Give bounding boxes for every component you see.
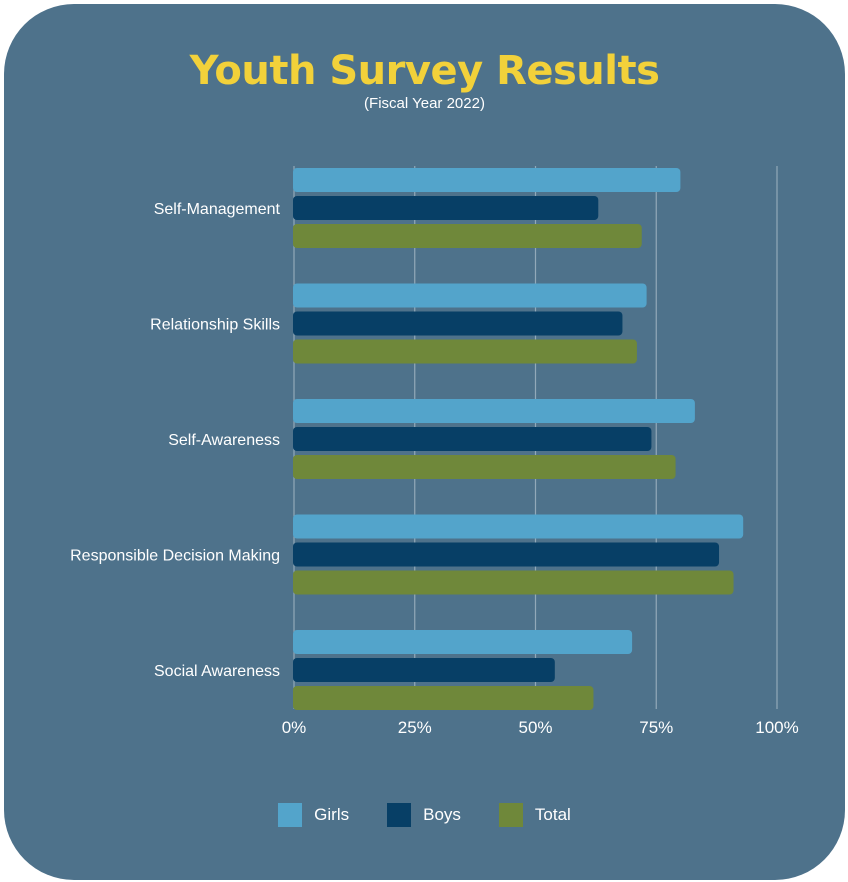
x-tick-label: 100% xyxy=(755,718,798,737)
legend-swatch-boys xyxy=(387,803,412,827)
bar-total xyxy=(293,686,594,710)
bar-girls xyxy=(293,168,681,192)
bar-boys xyxy=(293,542,720,567)
legend-swatch-girls xyxy=(278,803,303,827)
bar-girls xyxy=(293,514,744,539)
legend: Girls Boys Total xyxy=(4,803,845,827)
category-label: Self-Awareness xyxy=(168,432,280,449)
legend-label-boys: Boys xyxy=(423,805,461,824)
bar-total xyxy=(293,570,734,595)
category-label: Responsible Decision Making xyxy=(70,548,280,565)
bar-girls xyxy=(293,283,647,308)
category-label: Self-Management xyxy=(154,201,281,218)
legend-label-girls: Girls xyxy=(314,805,350,824)
x-tick-label: 75% xyxy=(639,718,673,737)
chart-subtitle: (Fiscal Year 2022) xyxy=(364,95,485,112)
bar-boys xyxy=(293,658,555,682)
bar-total xyxy=(293,224,642,248)
x-tick-label: 50% xyxy=(518,718,552,737)
bar-total xyxy=(293,455,676,479)
legend-item-girls: Girls xyxy=(278,803,349,827)
x-tick-label: 0% xyxy=(282,718,307,737)
legend-item-boys: Boys xyxy=(387,803,461,827)
legend-label-total: Total xyxy=(534,805,571,824)
chart-title: Youth Survey Results xyxy=(189,48,660,94)
category-label: Relationship Skills xyxy=(150,317,280,334)
bar-girls xyxy=(293,630,633,654)
bar-boys xyxy=(293,196,599,220)
bar-boys xyxy=(293,311,623,336)
bar-girls xyxy=(293,399,695,423)
legend-item-total: Total xyxy=(498,803,571,827)
bar-boys xyxy=(293,427,652,451)
category-label: Social Awareness xyxy=(154,663,280,680)
bar-total xyxy=(293,339,637,364)
legend-swatch-total xyxy=(498,803,523,827)
x-tick-label: 25% xyxy=(398,718,432,737)
